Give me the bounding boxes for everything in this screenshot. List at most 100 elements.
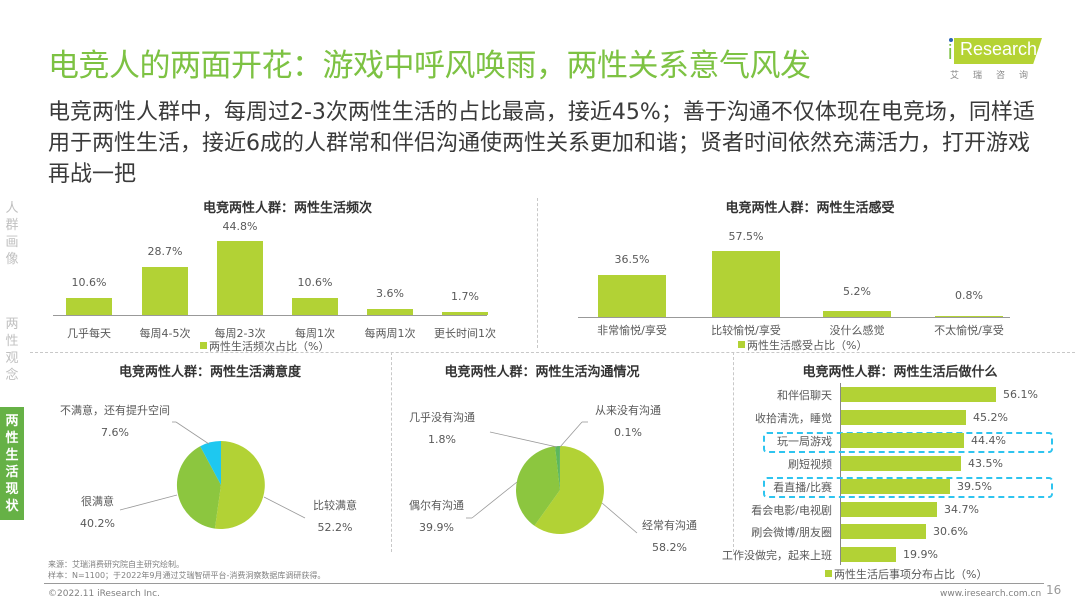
chart-title: 电竞两性人群：两性生活频次 — [202, 201, 372, 216]
page-title: 电竞人的两面开花：游戏中呼风唤雨，两性关系意气风发 — [48, 48, 811, 84]
hbar-value: 44.4% — [971, 434, 1006, 447]
x-axis — [53, 315, 487, 316]
pie-label-category: 从来没有沟通 — [595, 404, 661, 417]
bar — [217, 241, 263, 315]
hbar-label: 刷短视频 — [788, 458, 832, 471]
bar — [66, 298, 112, 315]
sidebar-item-crowd-profile[interactable]: 人 群 画 像 — [5, 200, 19, 268]
bar-value: 57.5% — [728, 230, 764, 243]
hbar-value: 34.7% — [944, 503, 979, 516]
pie-label: 从来没有沟通 0.1% — [595, 400, 661, 444]
chart-feeling: 电竞两性人群：两性生活感受 36.5% 非常愉悦/享受 57.5% 比较愉悦/享… — [560, 197, 1060, 352]
bar — [823, 311, 891, 317]
source-note: 来源：艾瑞消费研究院自主研究绘制。 — [48, 560, 184, 569]
bar-category: 每周1次 — [295, 327, 335, 340]
legend-swatch — [200, 342, 207, 349]
logo-text: Research — [960, 39, 1038, 59]
pie-label-category: 几乎没有沟通 — [409, 411, 475, 424]
bar-value: 5.2% — [843, 285, 871, 298]
chart-title: 电竞两性人群：两性生活满意度 — [118, 365, 301, 380]
bar-category: 几乎每天 — [67, 327, 111, 340]
sidebar-item-sex-concept[interactable]: 两 性 观 念 — [5, 316, 19, 384]
footnote: 来源：艾瑞消费研究院自主研究绘制。 样本：N=1100；于2022年9月通过艾瑞… — [48, 559, 325, 581]
bar — [292, 298, 338, 315]
pie-label-value: 1.8% — [428, 433, 456, 446]
bar-category: 比较愉悦/享受 — [711, 324, 781, 337]
bar — [142, 267, 188, 315]
bar-category: 更长时间1次 — [434, 327, 496, 340]
chart-title: 电竞两性人群：两性生活感受 — [725, 201, 895, 216]
sidebar-char: 像 — [5, 252, 19, 267]
logo-banner — [954, 38, 1042, 64]
bar — [841, 479, 950, 494]
hbar-value: 45.2% — [973, 411, 1008, 424]
chart-legend: 两性生活后事项分布占比（%） — [825, 566, 987, 582]
pie-label: 几乎没有沟通 1.8% — [409, 407, 475, 451]
logo-dot-icon — [949, 38, 953, 42]
bar-value: 28.7% — [147, 245, 183, 258]
bar — [841, 433, 964, 448]
bar — [841, 410, 966, 425]
pie-label: 不满意，还有提升空间 7.6% — [60, 400, 170, 444]
logo-cn: 艾瑞咨询 — [950, 71, 1043, 81]
copyright: ©2022.11 iResearch Inc. — [48, 589, 160, 599]
hbar-value: 56.1% — [1003, 388, 1038, 401]
hbar-label: 工作没做完，起来上班 — [722, 549, 832, 562]
chart-legend: 两性生活频次占比（%） — [200, 338, 329, 354]
legend-swatch — [738, 341, 745, 348]
divider-vertical-bottom-1 — [391, 352, 392, 552]
bar — [841, 387, 996, 402]
sidebar-char: 画 — [5, 235, 19, 250]
divider-vertical-bottom-2 — [733, 352, 734, 552]
sample-note: 样本：N=1100；于2022年9月通过艾瑞智研平台-消费洞察数据库调研获得。 — [48, 571, 326, 580]
bar — [598, 275, 666, 317]
chart-legend: 两性生活感受占比（%） — [738, 337, 867, 353]
hbar-label: 看直播/比赛 — [773, 481, 832, 494]
hbar-label: 看会电影/电视剧 — [751, 504, 832, 517]
bar-category: 不太愉悦/享受 — [934, 324, 1004, 337]
pie-label-category: 很满意 — [80, 495, 114, 508]
bar — [841, 524, 926, 539]
y-axis — [840, 383, 841, 565]
pie-label-category: 偶尔有沟通 — [409, 499, 464, 512]
bar-value: 1.7% — [451, 290, 479, 303]
bar-category: 非常愉悦/享受 — [597, 324, 667, 337]
pie-label-value: 58.2% — [652, 541, 687, 554]
chart-communication: 电竞两性人群：两性生活沟通情况 几乎没有沟通 1.8% 从来没有沟通 0.1% … — [392, 355, 732, 555]
sidebar-char: 两 — [5, 414, 19, 429]
bar — [935, 316, 1003, 317]
bar-value: 0.8% — [955, 289, 983, 302]
pie-label-value: 52.2% — [317, 521, 353, 534]
hbar-label: 玩一局游戏 — [777, 435, 832, 448]
sidebar-char: 性 — [5, 334, 19, 349]
bar-value: 10.6% — [71, 276, 107, 289]
hbar-value: 43.5% — [968, 457, 1003, 470]
sidebar-char: 生 — [5, 448, 19, 463]
bar-category: 每周2-3次 — [214, 327, 266, 340]
x-axis — [578, 317, 1010, 318]
website-link[interactable]: www.iresearch.com.cn — [940, 589, 1042, 599]
chart-after-activities: 电竞两性人群：两性生活后做什么 和伴侣聊天 56.1% 收拾清洗，睡觉 45.2… — [722, 355, 1080, 585]
pie-label-category: 不满意，还有提升空间 — [60, 404, 170, 417]
pie-label-category: 经常有沟通 — [642, 519, 697, 532]
sidebar-char: 现 — [5, 482, 19, 497]
pie-chart — [119, 421, 306, 529]
sidebar-char: 人 — [5, 201, 19, 216]
sidebar-char: 活 — [5, 465, 19, 480]
hbar-label: 和伴侣聊天 — [777, 389, 832, 402]
pie-label: 经常有沟通 58.2% — [642, 515, 697, 559]
bar — [367, 309, 413, 315]
bar — [712, 251, 780, 317]
hbar-value: 19.9% — [903, 548, 938, 561]
legend-label: 两性生活感受占比（%） — [747, 339, 868, 352]
bar — [442, 312, 488, 315]
bar-value: 36.5% — [614, 253, 650, 266]
chart-title: 电竞两性人群：两性生活沟通情况 — [444, 365, 640, 380]
pie-label-value: 0.1% — [614, 426, 642, 439]
iresearch-logo: i Research 艾瑞咨询 — [946, 30, 1076, 86]
chart-frequency: 电竞两性人群：两性生活频次 10.6% 几乎每天 28.7% 每周4-5次 44… — [40, 197, 535, 354]
sidebar-char: 状 — [5, 499, 19, 514]
sidebar-item-sex-life-status[interactable]: 两 性 生 活 现 状 — [0, 407, 24, 520]
hbar-label: 刷会微博/朋友圈 — [751, 526, 832, 539]
pie-label: 比较满意 52.2% — [313, 495, 357, 539]
